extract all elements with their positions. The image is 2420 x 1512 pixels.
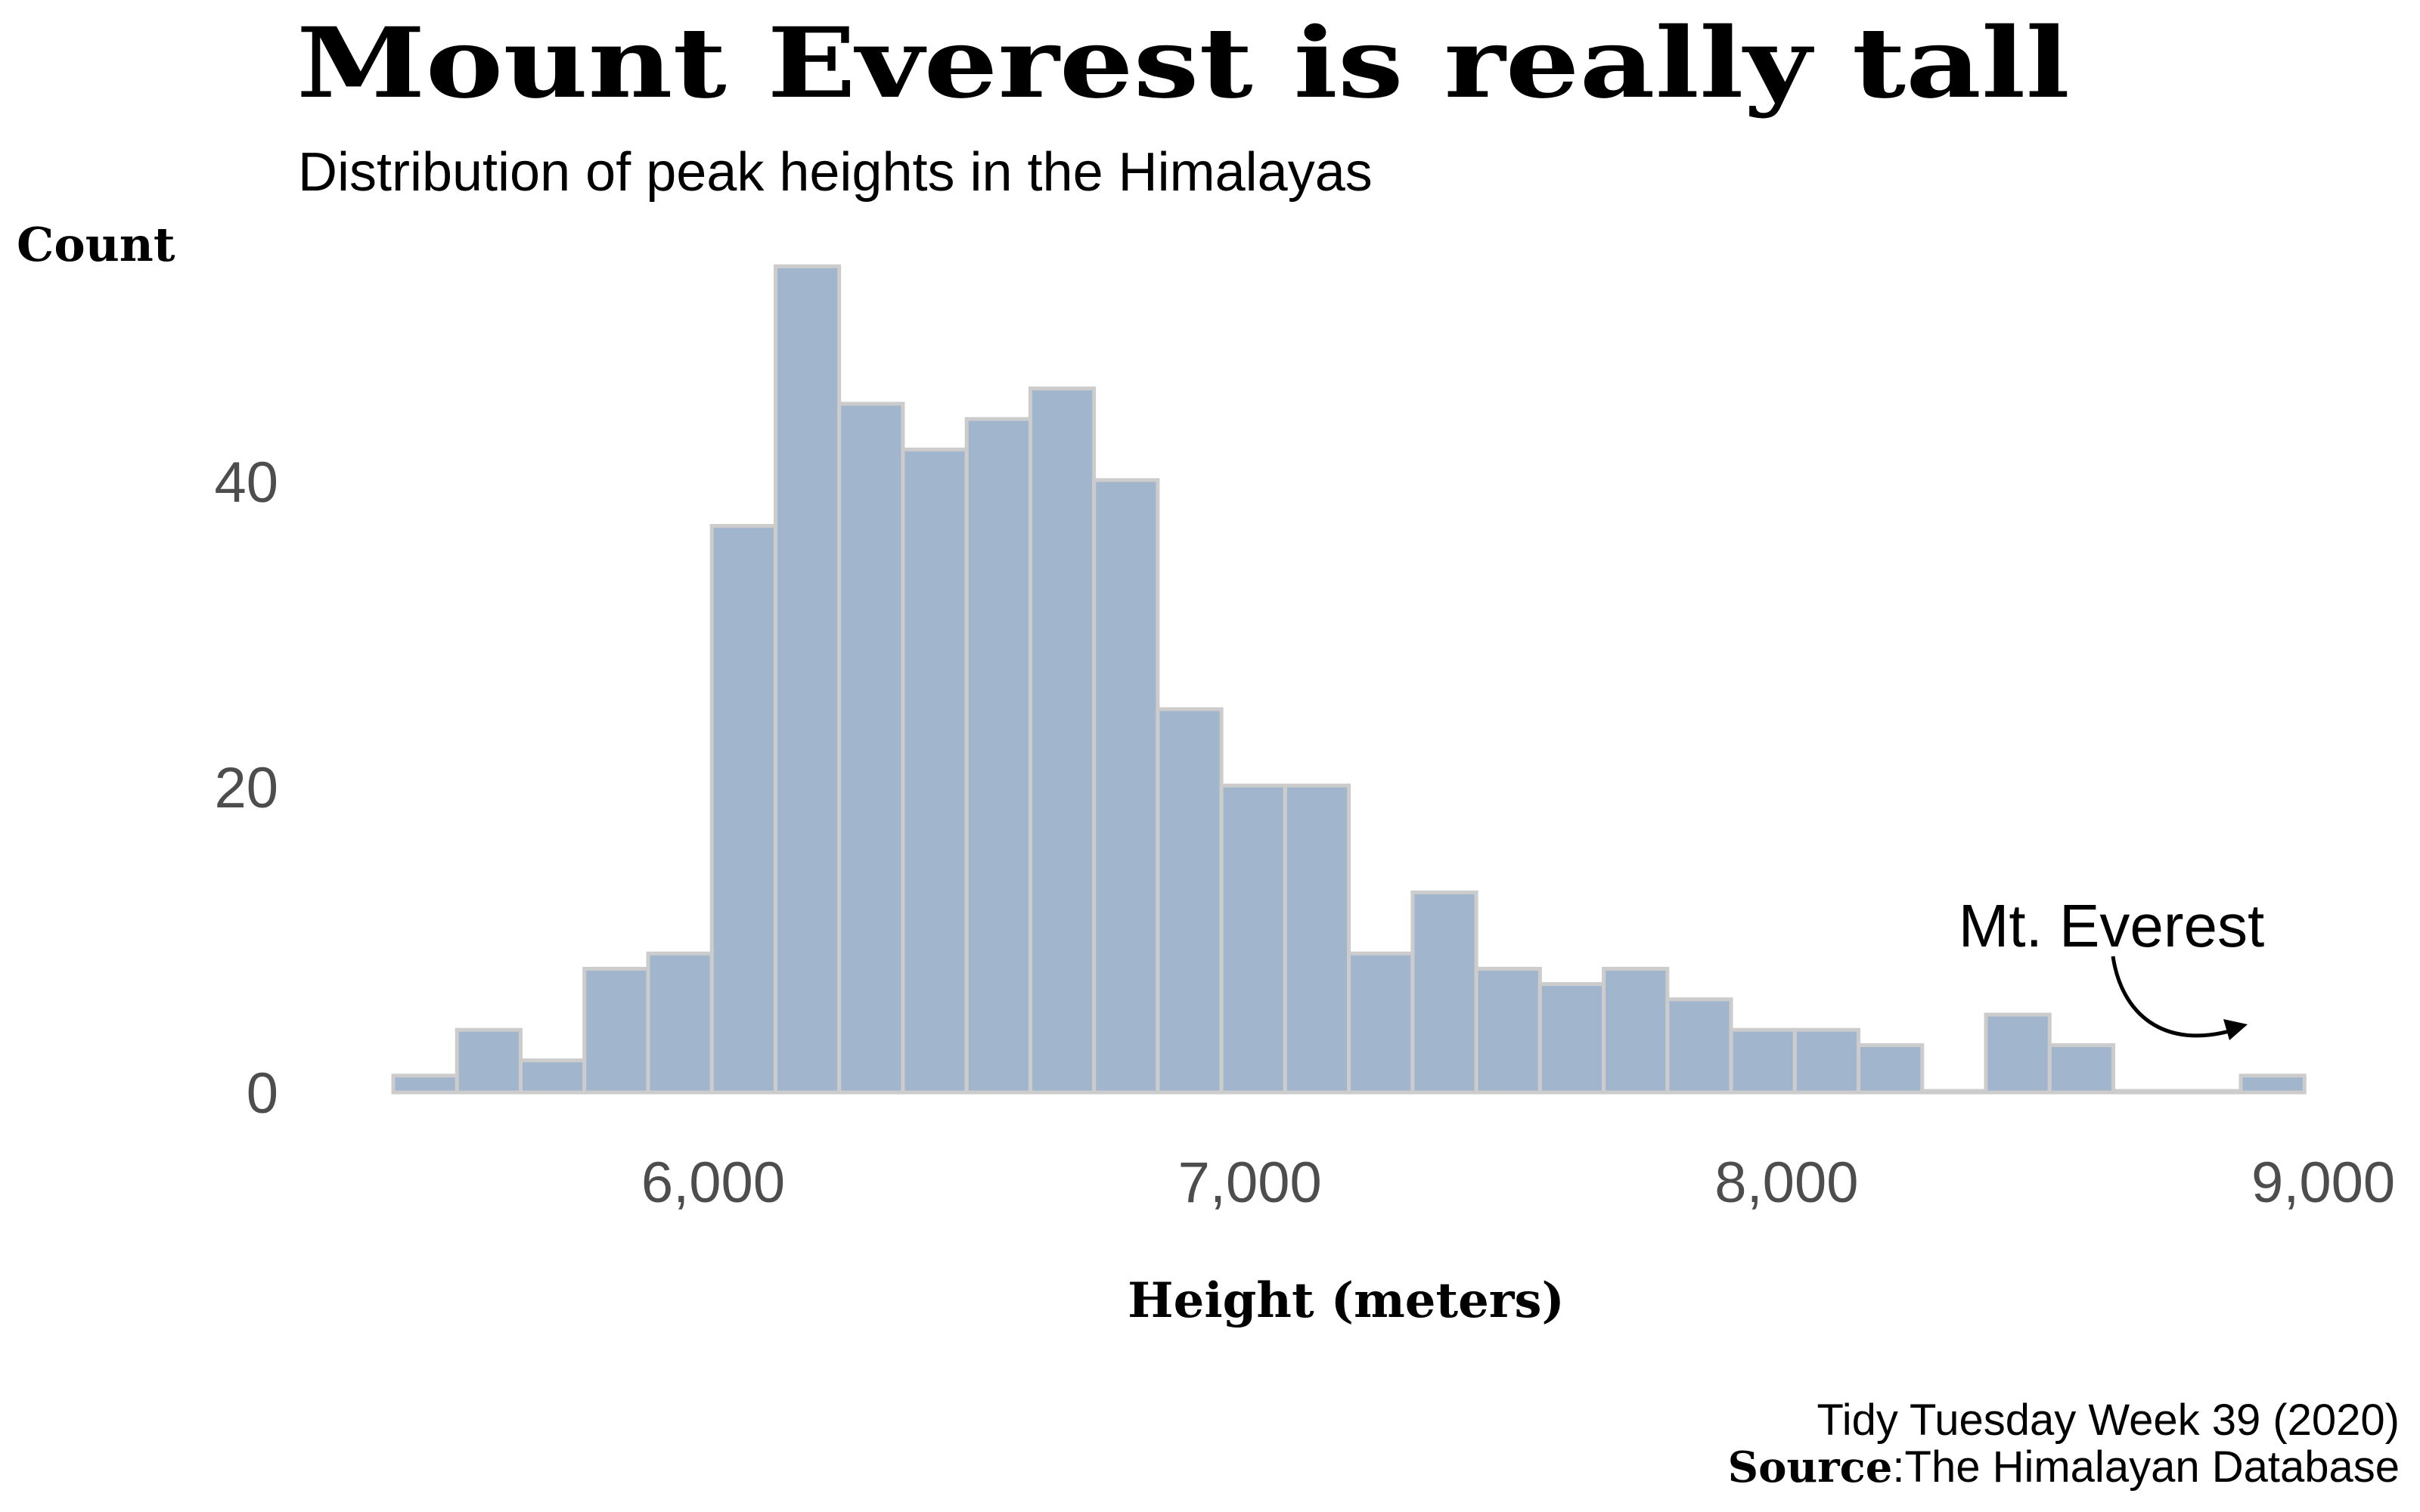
y-axis-label: Count <box>17 217 175 272</box>
histogram-bar <box>1665 997 1733 1095</box>
histogram-bar <box>582 966 650 1095</box>
histogram-bar <box>646 951 714 1095</box>
x-tick-label: 8,000 <box>1714 1151 1858 1215</box>
x-ticks: 6,000 7,000 8,000 9,000 <box>641 1151 2395 1215</box>
caption-line: Tidy Tuesday Week 39 (2020) <box>1817 1396 2400 1445</box>
caption-source: Source:The Himalayan Database <box>1728 1442 2400 1492</box>
histogram-bar <box>773 264 842 1095</box>
histogram-bar <box>1219 783 1287 1095</box>
histogram-bar <box>2047 1043 2116 1095</box>
caption-source-text: :The Himalayan Database <box>1892 1442 2400 1492</box>
x-tick-label: 9,000 <box>2251 1151 2395 1215</box>
histogram-bar <box>709 524 777 1095</box>
chart-subtitle: Distribution of peak heights in the Hima… <box>298 142 1373 203</box>
histogram-bar <box>1092 478 1160 1095</box>
histogram-bar <box>1156 707 1224 1095</box>
histogram-bar <box>391 1074 459 1095</box>
histogram-bar <box>1028 386 1097 1095</box>
chart-title: Mount Everest is really tall <box>296 7 2070 120</box>
y-tick-label: 0 <box>247 1061 278 1126</box>
histogram-bar <box>1474 966 1542 1095</box>
histogram-bar <box>1602 966 1670 1095</box>
histogram-bar <box>455 1027 523 1095</box>
histogram-bar <box>1857 1043 1925 1095</box>
histogram-bar <box>1729 1027 1797 1095</box>
y-ticks: 0 20 40 <box>214 451 278 1126</box>
histogram-bar <box>1984 1012 2052 1095</box>
histogram-bar <box>519 1058 587 1095</box>
histogram-bar <box>1410 890 1478 1095</box>
histogram-bar <box>1792 1027 1861 1095</box>
histogram-bar <box>2175 1089 2243 1095</box>
histogram-bar <box>1537 982 1606 1095</box>
histogram-bar <box>837 401 905 1095</box>
caption-source-label: Source <box>1728 1442 1893 1492</box>
histogram-bar <box>1920 1089 1988 1095</box>
bars-group <box>391 264 2307 1095</box>
annotation-label: Mt. Everest <box>1959 892 2265 959</box>
annotation-arrow-icon <box>2111 956 2248 1040</box>
histogram-bar <box>1347 951 1415 1095</box>
x-tick-label: 6,000 <box>641 1151 785 1215</box>
x-tick-label: 7,000 <box>1178 1151 1322 1215</box>
histogram-bar <box>2111 1089 2180 1095</box>
y-tick-label: 40 <box>214 451 278 515</box>
x-axis-label: Height (meters) <box>1128 1272 1565 1329</box>
y-tick-label: 20 <box>214 756 278 820</box>
histogram-bar <box>1283 783 1351 1095</box>
histogram-bar <box>2238 1074 2307 1095</box>
histogram-bar <box>964 417 1032 1095</box>
histogram-bar <box>901 448 969 1095</box>
